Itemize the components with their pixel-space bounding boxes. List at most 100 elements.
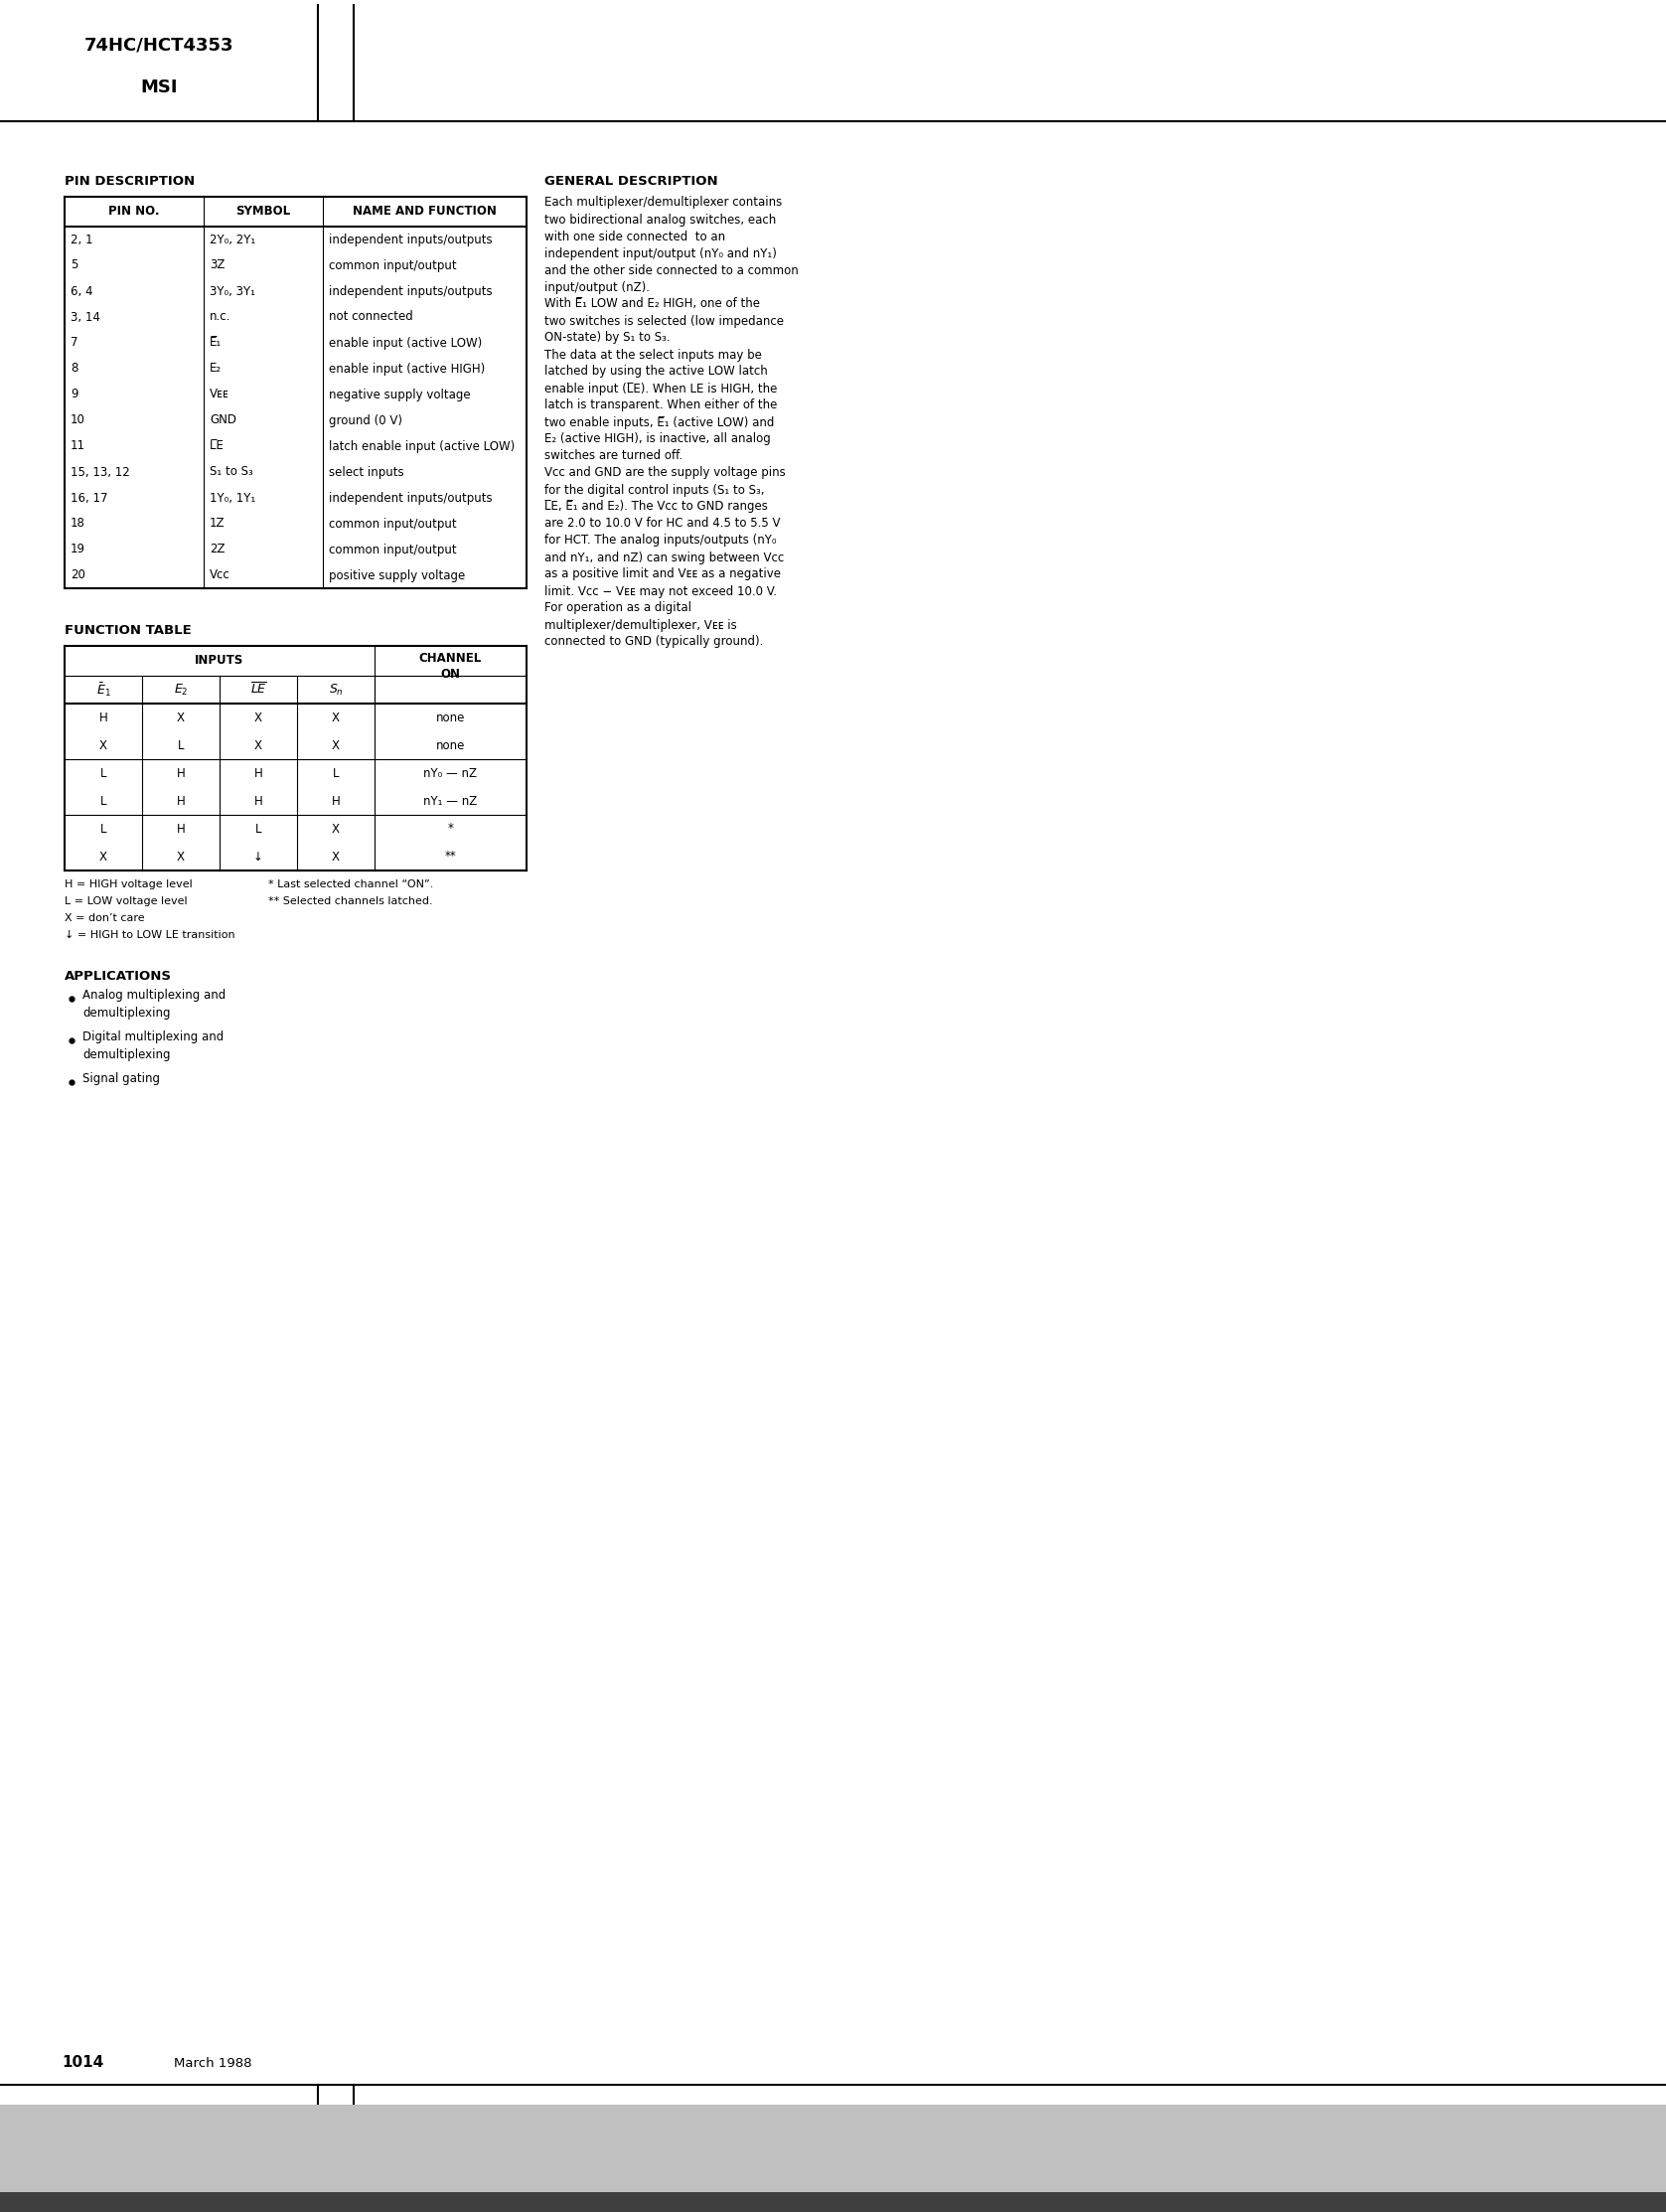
- Text: Digital multiplexing and: Digital multiplexing and: [82, 1031, 223, 1044]
- Text: 7: 7: [70, 336, 78, 349]
- Text: FUNCTION TABLE: FUNCTION TABLE: [65, 624, 192, 637]
- Text: * Last selected channel “ON”.: * Last selected channel “ON”.: [268, 880, 433, 889]
- Text: latched by using the active LOW latch: latched by using the active LOW latch: [545, 365, 768, 378]
- Text: not connected: not connected: [328, 310, 413, 323]
- Text: X = don’t care: X = don’t care: [65, 914, 145, 922]
- Text: independent inputs/outputs: independent inputs/outputs: [328, 232, 493, 246]
- Text: X: X: [332, 739, 340, 752]
- Text: two enable inputs, E̅₁ (active LOW) and: two enable inputs, E̅₁ (active LOW) and: [545, 416, 775, 429]
- Text: latch enable input (active LOW): latch enable input (active LOW): [328, 440, 515, 453]
- Text: $\bar{E}_1$: $\bar{E}_1$: [97, 681, 110, 699]
- Text: 2Y₀, 2Y₁: 2Y₀, 2Y₁: [210, 232, 255, 246]
- Text: H: H: [253, 768, 263, 779]
- Text: L = LOW voltage level: L = LOW voltage level: [65, 896, 187, 907]
- Text: none: none: [436, 710, 465, 723]
- Text: With E̅₁ LOW and E₂ HIGH, one of the: With E̅₁ LOW and E₂ HIGH, one of the: [545, 299, 760, 310]
- Text: E̅₁: E̅₁: [210, 336, 222, 349]
- Text: X: X: [100, 849, 107, 863]
- Text: 8: 8: [70, 363, 78, 376]
- Text: nY₀ — nZ: nY₀ — nZ: [423, 768, 478, 779]
- Text: APPLICATIONS: APPLICATIONS: [65, 969, 172, 982]
- Text: switches are turned off.: switches are turned off.: [545, 449, 683, 462]
- Text: L: L: [100, 823, 107, 836]
- Text: $\overline{LE}$: $\overline{LE}$: [250, 681, 267, 697]
- Text: for the digital control inputs (S₁ to S₃,: for the digital control inputs (S₁ to S₃…: [545, 484, 765, 495]
- Text: limit. Vᴄᴄ − Vᴇᴇ may not exceed 10.0 V.: limit. Vᴄᴄ − Vᴇᴇ may not exceed 10.0 V.: [545, 584, 776, 597]
- Text: common input/output: common input/output: [328, 259, 456, 272]
- Text: Vᴇᴇ: Vᴇᴇ: [210, 387, 230, 400]
- Text: are 2.0 to 10.0 V for HC and 4.5 to 5.5 V: are 2.0 to 10.0 V for HC and 4.5 to 5.5 …: [545, 518, 780, 531]
- Text: 18: 18: [70, 518, 85, 531]
- Text: INPUTS: INPUTS: [195, 655, 243, 668]
- Text: for HCT. The analog inputs/outputs (nY₀: for HCT. The analog inputs/outputs (nY₀: [545, 533, 776, 546]
- Text: MSI: MSI: [140, 77, 178, 97]
- Text: 15, 13, 12: 15, 13, 12: [70, 465, 130, 478]
- Text: X: X: [255, 739, 262, 752]
- Text: independent inputs/outputs: independent inputs/outputs: [328, 491, 493, 504]
- Text: n.c.: n.c.: [210, 310, 232, 323]
- Text: Vᴄᴄ and GND are the supply voltage pins: Vᴄᴄ and GND are the supply voltage pins: [545, 467, 786, 480]
- Text: *: *: [448, 823, 453, 836]
- Text: GENERAL DESCRIPTION: GENERAL DESCRIPTION: [545, 175, 718, 188]
- Text: $E_2$: $E_2$: [173, 681, 188, 697]
- Text: Vᴄᴄ: Vᴄᴄ: [210, 568, 230, 582]
- Text: two bidirectional analog switches, each: two bidirectional analog switches, each: [545, 212, 776, 226]
- Text: $S_n$: $S_n$: [328, 681, 343, 697]
- Text: latch is transparent. When either of the: latch is transparent. When either of the: [545, 398, 778, 411]
- Text: X: X: [255, 710, 262, 723]
- Text: CHANNEL
ON: CHANNEL ON: [420, 650, 481, 681]
- Text: The data at the select inputs may be: The data at the select inputs may be: [545, 347, 761, 361]
- Text: demultiplexing: demultiplexing: [82, 1048, 170, 1062]
- Text: E₂ (active HIGH), is inactive, all analog: E₂ (active HIGH), is inactive, all analo…: [545, 434, 771, 445]
- Text: 9: 9: [70, 387, 78, 400]
- Text: 1Z: 1Z: [210, 518, 225, 531]
- Text: positive supply voltage: positive supply voltage: [328, 568, 465, 582]
- Text: March 1988: March 1988: [173, 2057, 252, 2070]
- Text: 3, 14: 3, 14: [70, 310, 100, 323]
- Text: H: H: [177, 794, 185, 807]
- Text: as a positive limit and Vᴇᴇ as a negative: as a positive limit and Vᴇᴇ as a negativ…: [545, 568, 781, 582]
- Text: 1Y₀, 1Y₁: 1Y₀, 1Y₁: [210, 491, 255, 504]
- Bar: [0, 2192, 1666, 2212]
- Text: 3Y₀, 3Y₁: 3Y₀, 3Y₁: [210, 285, 255, 299]
- Text: **: **: [445, 849, 456, 863]
- Text: Signal gating: Signal gating: [82, 1073, 160, 1086]
- Text: two switches is selected (low impedance: two switches is selected (low impedance: [545, 314, 783, 327]
- Text: H: H: [177, 768, 185, 779]
- Text: negative supply voltage: negative supply voltage: [328, 387, 470, 400]
- Text: none: none: [436, 739, 465, 752]
- Text: GND: GND: [210, 414, 237, 427]
- Text: 10: 10: [70, 414, 85, 427]
- Text: ** Selected channels latched.: ** Selected channels latched.: [268, 896, 433, 907]
- Text: X: X: [177, 710, 185, 723]
- Text: S₁ to S₃: S₁ to S₃: [210, 465, 253, 478]
- Text: and the other side connected to a common: and the other side connected to a common: [545, 263, 798, 276]
- Text: select inputs: select inputs: [328, 465, 403, 478]
- Text: ↓ = HIGH to LOW LE transition: ↓ = HIGH to LOW LE transition: [65, 929, 235, 940]
- Text: ↓: ↓: [253, 849, 263, 863]
- Text: 2, 1: 2, 1: [70, 232, 93, 246]
- Text: E₂: E₂: [210, 363, 222, 376]
- Text: PIN DESCRIPTION: PIN DESCRIPTION: [65, 175, 195, 188]
- Text: enable input (L̅E). When LE is HIGH, the: enable input (L̅E). When LE is HIGH, the: [545, 383, 778, 396]
- Text: H: H: [253, 794, 263, 807]
- Text: Analog multiplexing and: Analog multiplexing and: [82, 989, 227, 1002]
- Text: H: H: [332, 794, 340, 807]
- Text: 6, 4: 6, 4: [70, 285, 93, 299]
- Text: L̅E: L̅E: [210, 440, 223, 453]
- Text: For operation as a digital: For operation as a digital: [545, 602, 691, 615]
- Text: 19: 19: [70, 544, 85, 555]
- Text: connected to GND (typically ground).: connected to GND (typically ground).: [545, 635, 763, 648]
- Text: 16, 17: 16, 17: [70, 491, 108, 504]
- Text: 11: 11: [70, 440, 85, 453]
- Text: ground (0 V): ground (0 V): [328, 414, 403, 427]
- Text: and nY₁, and nZ) can swing between Vᴄᴄ: and nY₁, and nZ) can swing between Vᴄᴄ: [545, 551, 785, 564]
- Text: Each multiplexer/demultiplexer contains: Each multiplexer/demultiplexer contains: [545, 197, 781, 210]
- Text: L: L: [100, 768, 107, 779]
- Text: H = HIGH voltage level: H = HIGH voltage level: [65, 880, 193, 889]
- Text: 20: 20: [70, 568, 85, 582]
- Text: NAME AND FUNCTION: NAME AND FUNCTION: [353, 206, 496, 219]
- Text: multiplexer/demultiplexer, Vᴇᴇ is: multiplexer/demultiplexer, Vᴇᴇ is: [545, 619, 736, 630]
- Text: X: X: [332, 823, 340, 836]
- Text: demultiplexing: demultiplexing: [82, 1006, 170, 1020]
